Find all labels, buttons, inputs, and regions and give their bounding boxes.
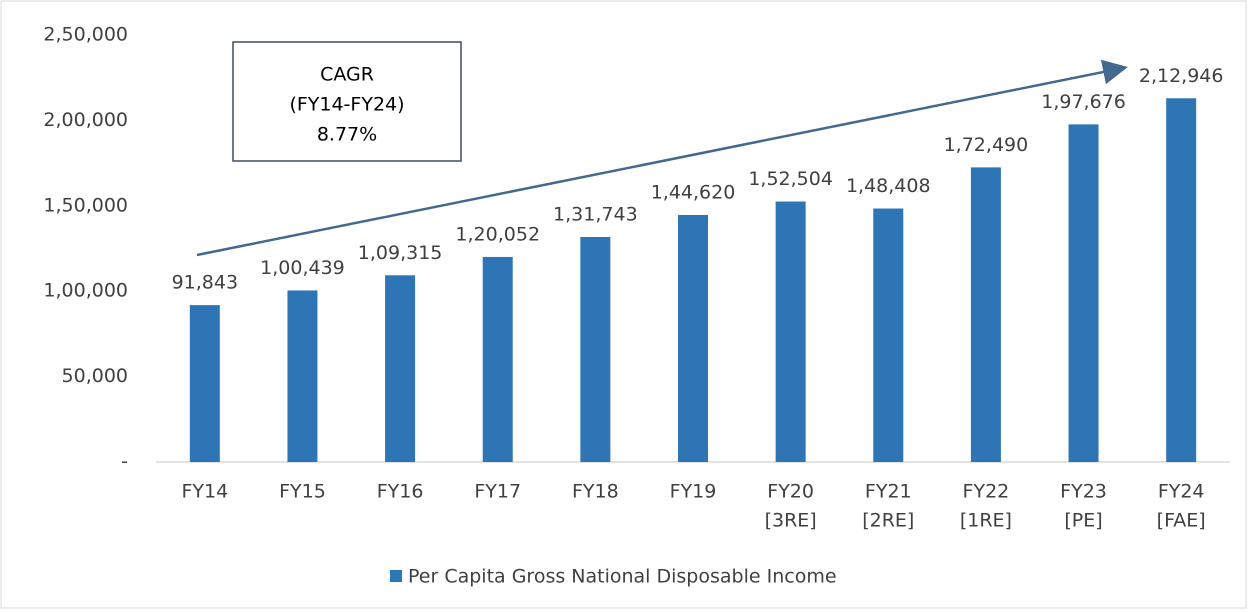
y-tick-label: 2,50,000 bbox=[43, 24, 128, 46]
bar bbox=[678, 214, 708, 462]
bar bbox=[1166, 98, 1197, 462]
value-label: 1,44,620 bbox=[651, 181, 736, 203]
annotation-text: (FY14-FY24) bbox=[289, 94, 404, 116]
x-tick-label: FY15 bbox=[279, 481, 326, 503]
x-tick-label: FY20 bbox=[767, 481, 814, 503]
bar bbox=[385, 275, 416, 462]
x-tick-label: [PE] bbox=[1064, 510, 1102, 532]
x-tick-label: [3RE] bbox=[765, 510, 817, 532]
y-tick-label: - bbox=[121, 451, 128, 473]
x-tick-label: FY14 bbox=[181, 481, 228, 503]
y-tick-label: 1,00,000 bbox=[43, 280, 128, 302]
value-label: 1,20,052 bbox=[455, 223, 540, 245]
value-label: 1,31,743 bbox=[553, 203, 638, 225]
annotation-box bbox=[232, 41, 462, 162]
x-tick-label: FY18 bbox=[572, 481, 619, 503]
x-tick-label: FY19 bbox=[670, 481, 717, 503]
bar bbox=[580, 236, 611, 462]
bar bbox=[970, 167, 1001, 462]
trend-arrow bbox=[196, 59, 1128, 257]
bar bbox=[873, 208, 904, 462]
x-tick-label: FY23 bbox=[1060, 481, 1107, 503]
x-tick-label: [2RE] bbox=[862, 510, 914, 532]
x-tick-label: [FAE] bbox=[1157, 510, 1206, 532]
value-label: 1,72,490 bbox=[944, 134, 1029, 156]
value-label: 2,12,946 bbox=[1139, 65, 1224, 87]
bar bbox=[287, 290, 318, 462]
bar bbox=[1068, 124, 1099, 463]
x-tick-label: FY17 bbox=[474, 481, 521, 503]
value-label: 1,52,504 bbox=[748, 168, 833, 190]
bar bbox=[775, 201, 806, 462]
x-tick-label: FY24 bbox=[1158, 481, 1205, 503]
value-label: 1,09,315 bbox=[358, 242, 443, 264]
x-tick-label: FY21 bbox=[865, 481, 912, 503]
annotation-text: 8.77% bbox=[317, 124, 377, 146]
x-tick-label: FY22 bbox=[963, 481, 1010, 503]
x-tick-label: FY16 bbox=[377, 481, 424, 503]
bar bbox=[189, 305, 220, 462]
value-label: 1,00,439 bbox=[260, 257, 345, 279]
annotation-text: CAGR bbox=[320, 64, 374, 86]
value-label: 1,48,408 bbox=[846, 175, 931, 197]
y-tick-label: 1,50,000 bbox=[43, 194, 128, 216]
value-label: 91,843 bbox=[172, 272, 238, 294]
value-label: 1,97,676 bbox=[1041, 91, 1126, 113]
legend-swatch bbox=[390, 570, 402, 582]
legend-label: Per Capita Gross National Disposable Inc… bbox=[408, 566, 837, 588]
x-tick-label: [1RE] bbox=[960, 510, 1012, 532]
y-tick-label: 50,000 bbox=[62, 365, 128, 387]
bar bbox=[482, 256, 513, 462]
y-tick-label: 2,00,000 bbox=[43, 109, 128, 131]
